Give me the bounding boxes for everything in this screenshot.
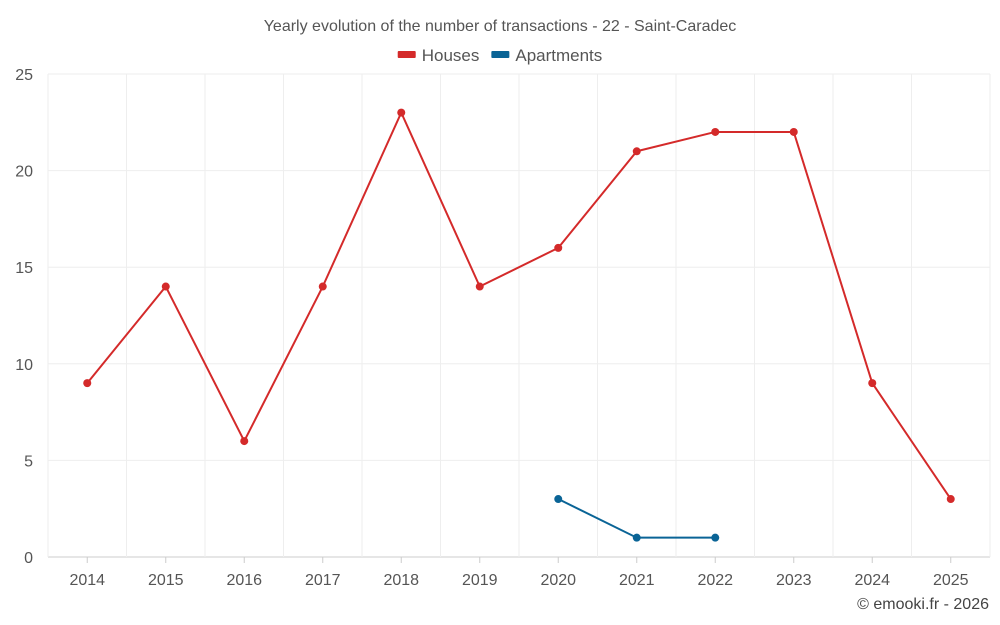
y-axis-ticks: 0 5 10 15 20 25: [15, 67, 33, 567]
data-point-apartments-2021[interactable]: [632, 533, 641, 542]
data-point-houses-2018[interactable]: [397, 108, 406, 117]
y-tick-label: 10: [15, 357, 33, 374]
legend-swatch: [397, 51, 416, 58]
x-tick-label: 2020: [540, 572, 576, 589]
data-point-houses-2015[interactable]: [161, 282, 170, 291]
x-tick-label: 2015: [148, 572, 184, 589]
x-tick-label: 2014: [69, 572, 105, 589]
legend-item-apartments[interactable]: Apartments: [491, 46, 602, 65]
chart-title: Yearly evolution of the number of transa…: [264, 18, 737, 35]
x-tick-label: 2022: [697, 572, 733, 589]
y-tick-label: 20: [15, 164, 33, 181]
series-line-houses: [86, 111, 952, 500]
legend-swatch: [491, 51, 510, 58]
y-tick-label: 25: [15, 67, 33, 84]
series-line-apartments: [557, 498, 716, 539]
legend-label: Apartments: [515, 46, 602, 65]
data-point-houses-2025[interactable]: [946, 495, 955, 504]
data-point-houses-2021[interactable]: [632, 147, 641, 156]
x-tick-label: 2016: [226, 572, 262, 589]
x-tick-label: 2019: [462, 572, 498, 589]
data-point-houses-2016[interactable]: [240, 437, 249, 446]
legend-label: Houses: [422, 46, 480, 65]
grid: [47, 73, 991, 558]
x-tick-label: 2023: [776, 572, 812, 589]
data-point-houses-2017[interactable]: [318, 282, 327, 291]
data-point-apartments-2022[interactable]: [711, 533, 720, 542]
legend-item-houses[interactable]: Houses: [397, 46, 480, 65]
x-tick-label: 2018: [383, 572, 419, 589]
data-point-houses-2019[interactable]: [475, 282, 484, 291]
y-tick-label: 15: [15, 260, 33, 277]
data-point-houses-2014[interactable]: [83, 379, 92, 388]
series-layer: [83, 108, 955, 542]
x-tick-label: 2025: [933, 572, 969, 589]
legend: Houses Apartments: [397, 46, 602, 65]
x-tick-label: 2021: [619, 572, 655, 589]
data-point-houses-2024[interactable]: [868, 379, 877, 388]
data-point-apartments-2020[interactable]: [554, 495, 563, 504]
x-tick-label: 2017: [305, 572, 341, 589]
x-axis-ticks: 2014 2015 2016 2017 2018 2019 2020 2021 2022 2023…: [69, 557, 969, 589]
data-point-houses-2023[interactable]: [789, 127, 798, 136]
x-tick-label: 2024: [854, 572, 890, 589]
y-tick-label: 5: [24, 453, 33, 470]
y-tick-label: 0: [24, 550, 33, 567]
data-point-houses-2022[interactable]: [711, 127, 720, 136]
data-point-houses-2020[interactable]: [554, 243, 563, 252]
credit-text: © emooki.fr - 2026: [857, 596, 989, 613]
